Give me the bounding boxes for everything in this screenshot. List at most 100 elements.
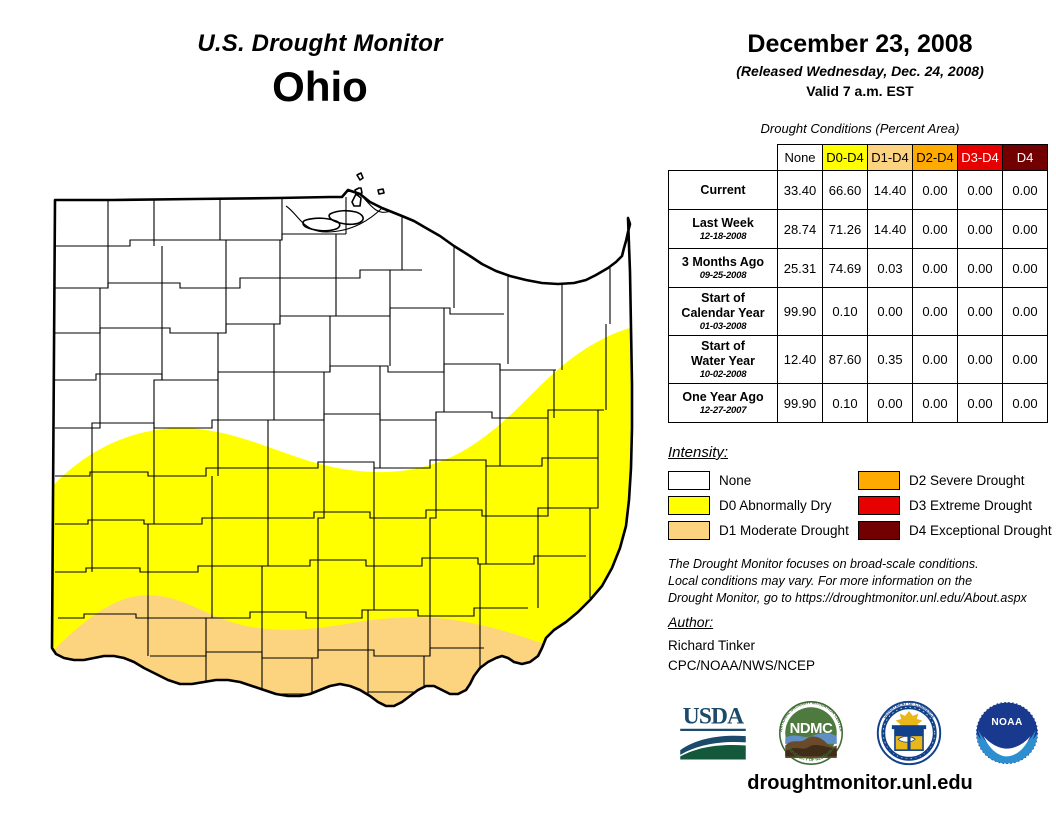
disclaimer-text: The Drought Monitor focuses on broad-sca…: [668, 556, 1056, 607]
table-cell-value: 0.00: [1002, 248, 1048, 288]
table-cell-value: 0.35: [867, 335, 913, 385]
row-label-date: 12-27-2007: [699, 405, 747, 417]
legend-swatch-d2: [858, 470, 900, 490]
svg-text:NDMC: NDMC: [790, 721, 834, 737]
legend-item-d4: D4 Exceptional Drought: [858, 520, 1052, 540]
row-label: Start of Water Year 10-02-2008: [668, 335, 778, 385]
release-date: (Released Wednesday, Dec. 24, 2008): [736, 63, 984, 79]
usda-logo: USDA: [680, 704, 746, 760]
intensity-heading: Intensity:: [668, 444, 729, 461]
author-affiliation: CPC/NOAA/NWS/NCEP: [668, 657, 816, 673]
table-cell-value: 99.90: [777, 383, 823, 424]
table-cell-value: 0.00: [912, 383, 958, 424]
disclaimer-line-3: Drought Monitor, go to https://droughtmo…: [668, 591, 1027, 605]
row-label: Current: [668, 170, 778, 210]
table-cell-value: 0.10: [822, 286, 868, 337]
table-row: One Year Ago 12-27-2007 99.90 0.10 0.00 0.00 0…: [668, 383, 1048, 424]
table-cell-value: 28.74: [777, 209, 823, 249]
table-cell-value: 14.40: [867, 209, 913, 249]
legend-label: D1 Moderate Drought: [719, 522, 849, 538]
table-cell-value: 0.00: [1002, 383, 1048, 424]
table-column-header-d0-d4: D0-D4: [822, 144, 868, 171]
row-label-date: 10-02-2008: [699, 369, 747, 381]
table-cell-value: 0.00: [1002, 286, 1048, 337]
ohio-drought-map: [30, 128, 650, 788]
table-column-header-none: None: [777, 144, 823, 171]
table-cell-value: 0.00: [912, 248, 958, 288]
legend-item-d0: D0 Abnormally Dry: [668, 495, 858, 515]
row-label-date: 01-03-2008: [699, 321, 747, 332]
legend-item-d1: D1 Moderate Drought: [668, 520, 858, 540]
legend-item-none: None: [668, 470, 858, 490]
drought-conditions-table: None D0-D4 D1-D4 D2-D4 D3-D4 D4 Current 33.40 6…: [668, 144, 1048, 424]
legend-swatch-d1: [668, 520, 710, 540]
table-row: Start of Water Year 10-02-2008 12.40 87.60 0.…: [668, 335, 1048, 385]
table-cell-value: 0.00: [912, 335, 958, 385]
table-row: Last Week 12-18-2008 28.74 71.26 14.40 0.00 0.…: [668, 209, 1048, 249]
table-cell-value: 0.00: [957, 248, 1003, 288]
author-name: Richard Tinker: [668, 638, 756, 653]
table-cell-value: 0.10: [822, 383, 868, 424]
ndmc-logo: NDMC NATIONAL DROUGHT MITIGATION CENTER …: [778, 700, 844, 765]
table-cell-value: 33.40: [777, 170, 823, 210]
table-row: Start of Calendar Year 01-03-2008 99.90 0.10…: [668, 286, 1048, 337]
table-header-row: None D0-D4 D1-D4 D2-D4 D3-D4 D4: [669, 144, 1048, 171]
legend-row: D0 Abnormally Dry D3 Extreme Drought: [668, 493, 1048, 517]
county-boundaries: [55, 193, 611, 706]
disclaimer-line-1: The Drought Monitor focuses on broad-sca…: [668, 557, 979, 571]
table-cell-value: 0.00: [1002, 209, 1048, 249]
table-cell-value: 0.00: [957, 383, 1003, 424]
legend-row: None D2 Severe Drought: [668, 468, 1048, 492]
table-cell-value: 0.00: [912, 286, 958, 337]
table-cell-value: 87.60: [822, 335, 868, 385]
legend-label: D0 Abnormally Dry: [719, 497, 832, 513]
page-title: U.S. Drought Monitor: [197, 30, 443, 57]
commerce-seal-logo: DEPARTMENT OF COMMERCE UNITED STATES OF …: [876, 700, 942, 766]
legend-swatch-d3: [858, 495, 900, 515]
legend-label: D4 Exceptional Drought: [909, 522, 1052, 538]
legend-label: D2 Severe Drought: [909, 472, 1025, 488]
noaa-logo: NOAA: [975, 701, 1039, 765]
table-cell-value: 12.40: [777, 335, 823, 385]
table-cell-value: 0.00: [957, 335, 1003, 385]
table-column-header-d4: D4: [1002, 144, 1048, 171]
row-label-date: 09-25-2008: [699, 270, 747, 282]
legend-label: None: [719, 472, 752, 488]
table-column-header-d1-d4: D1-D4: [867, 144, 913, 171]
table-column-header-d3-d4: D3-D4: [957, 144, 1003, 171]
row-label: One Year Ago 12-27-2007: [668, 383, 778, 424]
logo-row: USDA NDMC NATIONAL DROUGHT MITIGATION CE…: [664, 692, 1056, 774]
table-cell-value: 71.26: [822, 209, 868, 249]
website-url: droughtmonitor.unl.edu: [747, 772, 973, 794]
table-cell-value: 0.00: [1002, 170, 1048, 210]
table-cell-value: 0.00: [912, 170, 958, 210]
legend-item-d2: D2 Severe Drought: [858, 470, 1048, 490]
table-cell-value: 74.69: [822, 248, 868, 288]
table-cell-value: 0.00: [957, 286, 1003, 337]
legend-swatch-d0: [668, 495, 710, 515]
author-info: Richard Tinker CPC/NOAA/NWS/NCEP: [668, 636, 815, 675]
table-cell-value: 99.90: [777, 286, 823, 337]
table-cell-value: 14.40: [867, 170, 913, 210]
row-label: Start of Calendar Year 01-03-2008: [668, 286, 778, 337]
intensity-legend: None D2 Severe Drought D0 Abnormally Dry D3…: [668, 468, 1052, 543]
table-row: Current 33.40 66.60 14.40 0.00 0.00 0.00: [668, 170, 1048, 210]
lake-erie-islands: [302, 172, 385, 232]
svg-text:USDA: USDA: [683, 704, 744, 730]
table-column-header-d2-d4: D2-D4: [912, 144, 958, 171]
legend-label: D3 Extreme Drought: [909, 497, 1033, 513]
table-cell-value: 66.60: [822, 170, 868, 210]
legend-swatch-none: [668, 470, 710, 490]
author-heading: Author:: [668, 614, 714, 630]
valid-time: Valid 7 a.m. EST: [806, 83, 914, 99]
table-cell-value: 0.00: [912, 209, 958, 249]
table-cell-value: 0.00: [957, 170, 1003, 210]
row-label-date: 12-18-2008: [699, 231, 747, 243]
table-cell-value: 0.00: [1002, 335, 1048, 385]
table-cell-value: 0.00: [867, 286, 913, 337]
state-title: Ohio: [272, 63, 368, 110]
legend-item-d3: D3 Extreme Drought: [858, 495, 1048, 515]
svg-text:NOAA: NOAA: [991, 717, 1023, 728]
legend-row: D1 Moderate Drought D4 Exceptional Drough…: [668, 518, 1052, 542]
